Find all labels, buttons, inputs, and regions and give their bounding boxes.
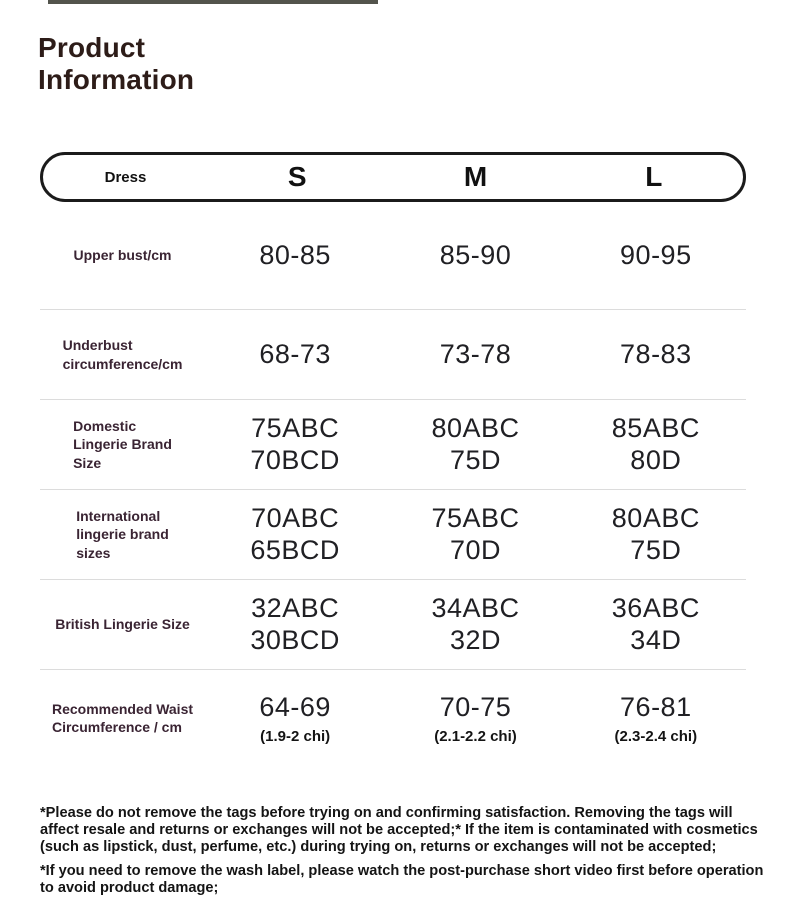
waist-range: 64-69 bbox=[259, 691, 331, 722]
row-label-wrap: Underbust circumference/cm bbox=[40, 336, 205, 372]
table-row-domestic-size: Domestic Lingerie Brand Size 75ABC 70BCD… bbox=[40, 400, 746, 490]
waist-range: 76-81 bbox=[620, 691, 692, 722]
row-label-wrap: Recommended Waist Circumference / cm bbox=[40, 700, 205, 736]
cell-value: 70-75 (2.1-2.2 chi) bbox=[385, 692, 565, 745]
cell-value: 73-78 bbox=[439, 338, 512, 369]
cell-value: 68-73 bbox=[259, 338, 331, 369]
table-row-international-size: International lingerie brand sizes 70ABC… bbox=[40, 490, 746, 580]
row-label-wrap: Upper bust/cm bbox=[40, 246, 205, 264]
cell-value: 32ABC 30BCD bbox=[250, 593, 340, 655]
header-size-s: S bbox=[287, 161, 307, 192]
cell-value: 75ABC 70D bbox=[431, 503, 520, 565]
footnote-wash-label: *If you need to remove the wash label, p… bbox=[40, 862, 764, 896]
page-title: Product Information bbox=[38, 32, 195, 96]
waist-range: 70-75 bbox=[439, 691, 512, 722]
cell-value: 70ABC 65BCD bbox=[250, 503, 340, 565]
cell-value: 90-95 bbox=[620, 239, 692, 270]
header-size-l: L bbox=[645, 161, 663, 192]
top-divider-line bbox=[48, 0, 378, 4]
row-label-wrap: British Lingerie Size bbox=[40, 615, 205, 633]
cell-value: 75ABC 70BCD bbox=[250, 413, 340, 475]
table-row-waist: Recommended Waist Circumference / cm 64-… bbox=[40, 670, 746, 766]
waist-range-chi: (2.1-2.2 chi) bbox=[434, 727, 517, 745]
waist-range-chi: (2.3-2.4 chi) bbox=[614, 727, 698, 745]
row-label: Upper bust/cm bbox=[73, 247, 172, 264]
row-label: British Lingerie Size bbox=[55, 616, 190, 633]
footnote-tags-policy: *Please do not remove the tags before tr… bbox=[40, 805, 758, 856]
row-label: Underbust circumference/cm bbox=[62, 337, 183, 372]
row-label: Domestic Lingerie Brand Size bbox=[73, 418, 172, 471]
cell-value: 80ABC 75D bbox=[611, 503, 700, 565]
cell-value: 85ABC 80D bbox=[611, 413, 700, 475]
row-label-wrap: Domestic Lingerie Brand Size bbox=[40, 417, 205, 472]
row-label: Recommended Waist Circumference / cm bbox=[51, 700, 194, 735]
row-label: International lingerie brand sizes bbox=[76, 508, 169, 561]
table-row-british-size: British Lingerie Size 32ABC 30BCD 34ABC … bbox=[40, 580, 746, 670]
header-size-m: M bbox=[463, 161, 488, 192]
header-dress-label: Dress bbox=[104, 168, 147, 186]
table-row-upper-bust: Upper bust/cm 80-85 85-90 90-95 bbox=[40, 202, 746, 310]
size-table: Upper bust/cm 80-85 85-90 90-95 Underbus… bbox=[40, 202, 746, 766]
footnotes: *Please do not remove the tags before tr… bbox=[40, 805, 766, 897]
cell-value: 80-85 bbox=[259, 239, 331, 270]
waist-range-chi: (1.9-2 chi) bbox=[260, 727, 331, 745]
cell-value: 76-81 (2.3-2.4 chi) bbox=[566, 692, 746, 745]
cell-value: 34ABC 32D bbox=[431, 593, 520, 655]
cell-value: 64-69 (1.9-2 chi) bbox=[205, 692, 385, 745]
cell-value: 78-83 bbox=[620, 338, 692, 369]
size-table-header: Dress S M L bbox=[40, 152, 746, 202]
cell-value: 36ABC 34D bbox=[611, 593, 700, 655]
table-row-underbust: Underbust circumference/cm 68-73 73-78 7… bbox=[40, 310, 746, 400]
cell-value: 85-90 bbox=[439, 239, 512, 270]
cell-value: 80ABC 75D bbox=[431, 413, 520, 475]
row-label-wrap: International lingerie brand sizes bbox=[40, 507, 205, 562]
